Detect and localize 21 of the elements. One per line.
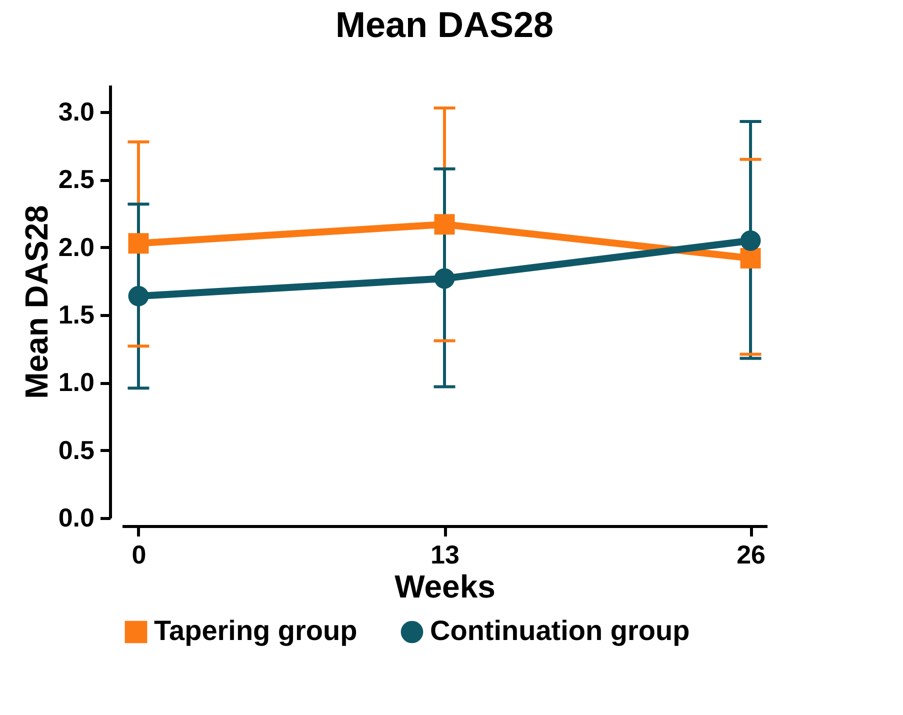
chart-title: Mean DAS28 [335, 4, 554, 45]
point [740, 230, 761, 251]
y-tick-label: 2.5 [58, 164, 94, 194]
y-tick-label: 2.0 [58, 232, 94, 262]
y-tick-label: 1.5 [58, 300, 94, 330]
x-tick-label: 26 [736, 540, 766, 570]
x-axis-title: Weeks [394, 568, 496, 604]
point [128, 233, 149, 254]
point [740, 248, 761, 268]
legend-label: Continuation group [430, 615, 690, 646]
point [434, 268, 455, 289]
y-tick-label: 3.0 [58, 96, 94, 127]
x-tick-label: 13 [430, 540, 460, 570]
legend-label: Tapering group [154, 615, 358, 646]
y-tick-label: 0.0 [58, 502, 94, 532]
y-axis-title: Mean DAS28 [18, 205, 54, 399]
point [434, 214, 455, 235]
y-tick-label: 0.5 [58, 434, 94, 465]
x-tick-label: 0 [132, 540, 146, 570]
point [128, 286, 149, 306]
y-tick-label: 1.0 [58, 367, 94, 398]
